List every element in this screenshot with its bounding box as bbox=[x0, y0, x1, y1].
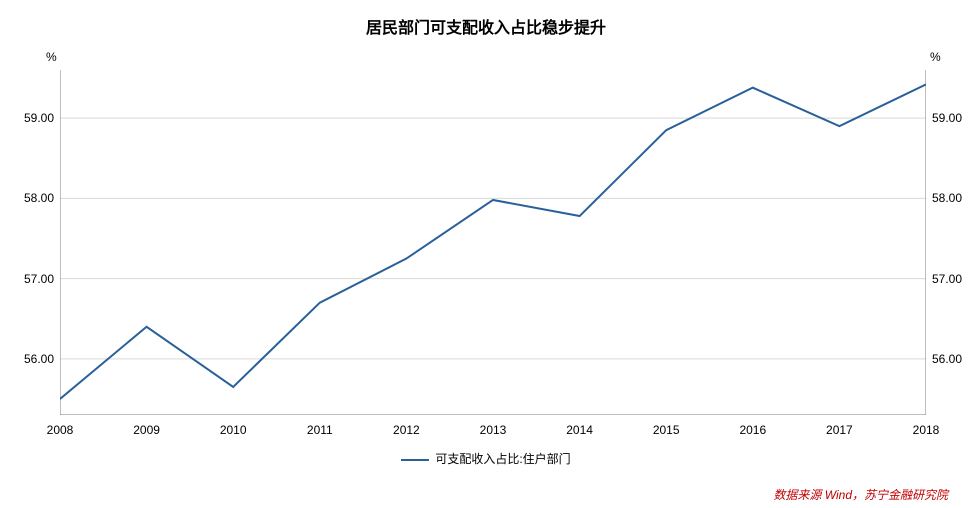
x-tick-label: 2016 bbox=[739, 423, 766, 437]
x-tick-label: 2010 bbox=[220, 423, 247, 437]
y-tick-label-left: 56.00 bbox=[14, 352, 54, 366]
x-tick-label: 2013 bbox=[480, 423, 507, 437]
y-unit-left: % bbox=[46, 50, 57, 64]
chart-container: 居民部门可支配收入占比稳步提升 % % 可支配收入占比:住户部门 数据来源 Wi… bbox=[0, 0, 972, 508]
legend-line-icon bbox=[401, 459, 429, 461]
x-tick-label: 2012 bbox=[393, 423, 420, 437]
x-tick-label: 2018 bbox=[913, 423, 940, 437]
x-tick-label: 2008 bbox=[47, 423, 74, 437]
plot-area bbox=[60, 70, 926, 415]
x-tick-label: 2017 bbox=[826, 423, 853, 437]
y-tick-label-left: 57.00 bbox=[14, 272, 54, 286]
legend: 可支配收入占比:住户部门 bbox=[0, 450, 972, 467]
x-tick-label: 2009 bbox=[133, 423, 160, 437]
x-tick-label: 2015 bbox=[653, 423, 680, 437]
y-tick-label-right: 57.00 bbox=[932, 272, 972, 286]
legend-label: 可支配收入占比:住户部门 bbox=[435, 452, 570, 466]
x-tick-label: 2014 bbox=[566, 423, 593, 437]
y-tick-label-right: 59.00 bbox=[932, 111, 972, 125]
y-tick-label-left: 59.00 bbox=[14, 111, 54, 125]
chart-title: 居民部门可支配收入占比稳步提升 bbox=[0, 14, 972, 38]
y-tick-label-left: 58.00 bbox=[14, 191, 54, 205]
y-unit-right: % bbox=[930, 50, 941, 64]
y-tick-label-right: 58.00 bbox=[932, 191, 972, 205]
x-tick-label: 2011 bbox=[307, 423, 333, 437]
source-text: 数据来源 Wind，苏宁金融研究院 bbox=[773, 486, 948, 503]
y-tick-label-right: 56.00 bbox=[932, 352, 972, 366]
